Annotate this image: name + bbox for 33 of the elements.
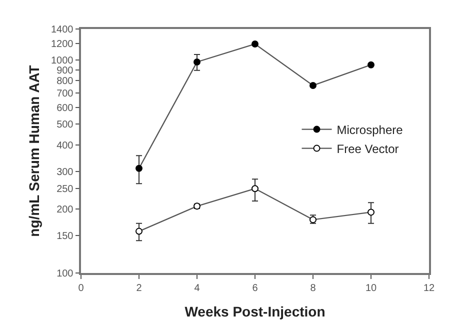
x-tick-label: 2 [136, 282, 142, 294]
x-tick-label: 0 [78, 282, 84, 294]
x-tick-label: 4 [194, 282, 200, 294]
x-tick-label: 10 [365, 282, 377, 294]
y-tick-label: 100 [56, 268, 74, 280]
point [310, 82, 316, 89]
x-axis-title: Weeks Post-Injection [184, 304, 326, 320]
point [368, 61, 374, 68]
y-tick-label: 250 [56, 184, 74, 195]
y-tick-label: 150 [56, 231, 74, 242]
y-tick-label: 1400 [51, 24, 74, 36]
legend-label: Free Vector [336, 142, 399, 156]
legend-label: Microsphere [336, 122, 404, 137]
y-tick-label: 1200 [51, 38, 74, 50]
y-tick-label: 1000 [51, 56, 74, 67]
y-tick-label: 400 [56, 140, 74, 152]
y-tick-label: 700 [56, 88, 74, 100]
x-tick-label: 8 [310, 282, 316, 294]
point [136, 164, 142, 172]
y-tick-label: 900 [56, 65, 74, 76]
point [194, 58, 200, 66]
y-tick-label: 600 [56, 102, 74, 114]
y-tick-label: 300 [56, 166, 74, 178]
y-tick-label: 500 [56, 120, 74, 131]
y-tick-label: 200 [56, 204, 74, 216]
y-tick-label: 800 [56, 76, 74, 88]
y-axis-title: ng/mL Serum Human AAT [26, 64, 42, 237]
point [136, 228, 142, 235]
point [368, 208, 374, 216]
point [252, 185, 258, 192]
x-tick-label: 12 [423, 282, 435, 294]
point [252, 40, 258, 48]
x-tick-label: 6 [252, 282, 258, 294]
